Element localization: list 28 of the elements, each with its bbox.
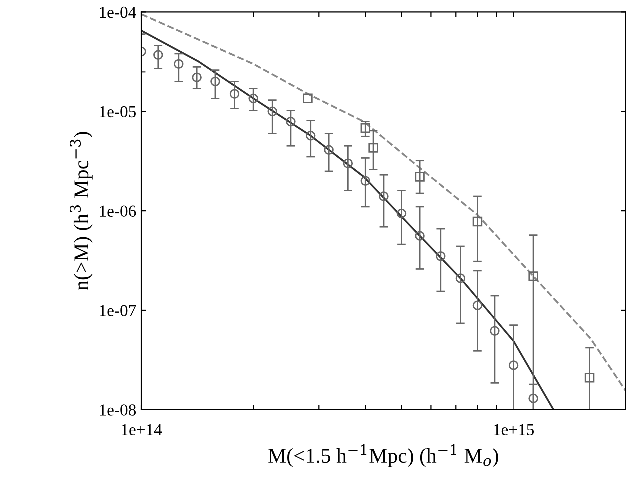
point — [415, 231, 425, 241]
y-tick-label: 1e-06 — [100, 206, 136, 218]
point — [248, 94, 258, 104]
point — [343, 158, 354, 168]
point — [192, 72, 202, 82]
point — [379, 192, 389, 202]
point — [490, 326, 500, 336]
point — [230, 89, 240, 99]
y-tick-label: 1e-05 — [100, 106, 136, 118]
point — [436, 252, 446, 262]
point — [528, 394, 538, 404]
point — [210, 76, 220, 87]
point — [174, 59, 184, 70]
point — [324, 145, 334, 155]
point — [508, 360, 519, 370]
point — [472, 300, 483, 310]
y-tick-label: 1e-04 — [100, 6, 136, 18]
x-axis-title: M(<1.5 h$^{−1}$Mpc) (h$^{−1}$ M$_{o}$) — [268, 444, 498, 468]
y-axis-title: n(>M) (h$^{3}$ Mpc$^{−3}$) — [70, 132, 93, 290]
point — [360, 176, 371, 186]
x-tick-label: 1e+14 — [122, 424, 162, 436]
point — [286, 116, 296, 127]
y-tick-label: 1e-07 — [100, 305, 136, 316]
y-tick-label: 1e-08 — [100, 404, 136, 416]
point — [268, 106, 278, 116]
point — [306, 131, 316, 141]
x-tick-label: 1e+15 — [494, 424, 534, 436]
point — [396, 208, 407, 219]
